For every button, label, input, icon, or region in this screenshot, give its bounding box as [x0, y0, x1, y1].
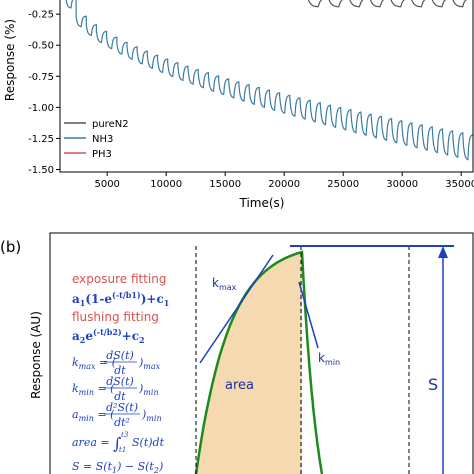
- panel-b-y-axis-label: Response (AU): [29, 311, 43, 399]
- svg-text:amin = (: amin = (: [72, 408, 115, 423]
- legend-label-ph3: PH3: [92, 149, 112, 160]
- x-tick-label: 30000: [386, 179, 418, 190]
- amin-equation: amin = ( d²S(t) dt² )min: [72, 401, 162, 429]
- panel-b: (b) Response (AU) kmax kmin area S expos…: [0, 232, 474, 474]
- x-tick-label: 20000: [268, 179, 300, 190]
- svg-text:t3: t3: [121, 431, 129, 439]
- x-tick-label: 25000: [327, 179, 359, 190]
- exposure-fitting-title: exposure fitting: [72, 272, 166, 286]
- svg-text:d²S(t): d²S(t): [106, 401, 138, 414]
- svg-text:kmax = (: kmax = (: [72, 356, 117, 371]
- y-tick-label: -1.00: [28, 103, 54, 114]
- svg-text:dS(t): dS(t): [106, 375, 134, 388]
- svg-text:kmin = (: kmin = (: [72, 382, 115, 397]
- svg-text:∫: ∫: [113, 434, 121, 453]
- svg-text:)max: )max: [138, 356, 161, 371]
- x-tick-label: 10000: [150, 179, 182, 190]
- panel-a-y-axis-label: Response (%): [3, 19, 17, 101]
- svg-text:)min: )min: [138, 382, 159, 397]
- svg-text:S(t)dt: S(t)dt: [132, 436, 165, 449]
- kmax-equation: kmax = ( dS(t) dt )max: [72, 349, 161, 377]
- kmin-label: kmin: [318, 351, 340, 367]
- series-line-nh3: [65, 0, 473, 161]
- flushing-fitting-title: flushing fitting: [72, 310, 159, 324]
- area-fill: [196, 252, 302, 474]
- y-tick-label: -0.75: [28, 72, 54, 83]
- panel-a-legend: pureN2 NH3 PH3: [64, 119, 129, 160]
- series-line-puren2: [307, 0, 467, 8]
- panel-a-x-ticks: 5000 10000 15000 20000 25000 30000 35000: [94, 172, 474, 190]
- panel-b-label: (b): [0, 238, 21, 256]
- kmin-tangent-line: [298, 281, 319, 349]
- svg-text:dt: dt: [114, 390, 126, 403]
- area-label: area: [225, 378, 254, 393]
- panel-a: -0.25 -0.50 -0.75 -1.00 -1.25 -1.50 5000 10000…: [3, 0, 474, 210]
- kmax-label: kmax: [212, 276, 237, 292]
- y-tick-label: -0.50: [28, 41, 54, 52]
- y-tick-label: -1.25: [28, 134, 54, 145]
- x-tick-label: 35000: [445, 179, 474, 190]
- panel-a-x-axis-label: Time(s): [239, 196, 285, 210]
- kmax-tangent-line: [199, 254, 274, 364]
- x-tick-label: 5000: [94, 179, 119, 190]
- svg-text:area =: area =: [72, 436, 110, 449]
- svg-text:dS(t): dS(t): [106, 349, 134, 362]
- exposure-fitting-equation: a1(1-e(-t/b1))+c1: [72, 290, 169, 308]
- legend-label-nh3: NH3: [92, 134, 113, 145]
- svg-text:)min: )min: [141, 408, 162, 423]
- y-tick-label: -1.50: [28, 165, 54, 176]
- panel-a-frame: [59, 0, 474, 173]
- kmin-equation: kmin = ( dS(t) dt )min: [72, 375, 159, 403]
- x-tick-label: 15000: [209, 179, 241, 190]
- legend-label-puren2: pureN2: [92, 119, 129, 130]
- svg-text:t1: t1: [119, 446, 126, 454]
- flushing-fitting-equation: a2e(-t/b2)+c2: [72, 327, 145, 345]
- svg-text:dt: dt: [114, 364, 126, 377]
- panel-b-frame: [49, 232, 474, 474]
- response-curve: [194, 250, 324, 474]
- equations-block: exposure fitting a1(1-e(-t/b1))+c1 flush…: [72, 272, 169, 474]
- area-equation: area = ∫ t3 t1 S(t)dt: [72, 431, 165, 454]
- y-tick-label: -0.25: [28, 10, 54, 21]
- s-label: S: [428, 375, 438, 394]
- svg-text:dt²: dt²: [114, 416, 130, 429]
- panel-a-series: [65, 0, 473, 161]
- s-arrow-head: [438, 246, 448, 258]
- s-equation: S = S(t1) − S(t2): [72, 460, 163, 474]
- panel-a-y-ticks: -0.25 -0.50 -0.75 -1.00 -1.25 -1.50: [28, 10, 60, 176]
